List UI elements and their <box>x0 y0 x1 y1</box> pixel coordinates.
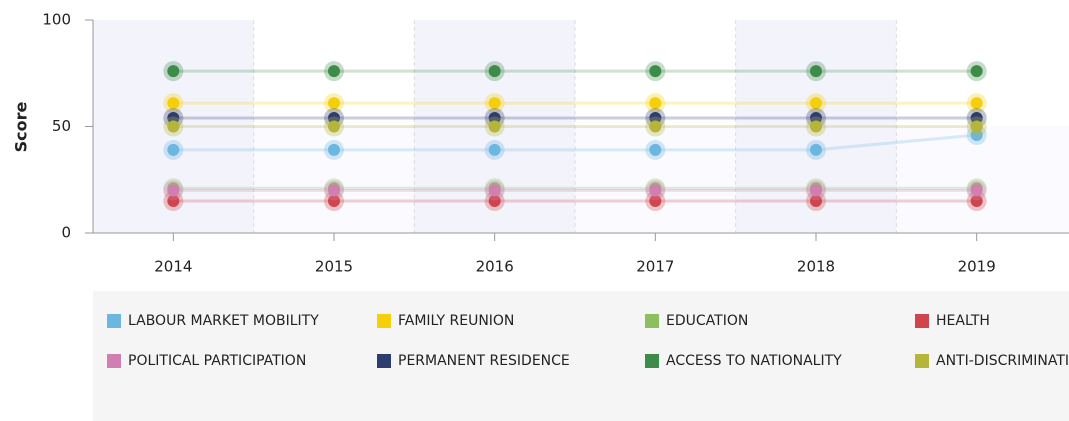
point <box>810 65 822 78</box>
point <box>167 195 180 208</box>
legend-swatch <box>915 354 929 368</box>
point <box>488 120 501 133</box>
legend-box <box>93 291 1069 421</box>
x-tick-label: 2014 <box>154 258 192 276</box>
point <box>167 111 180 124</box>
plot-lower-area <box>93 126 1069 233</box>
point <box>649 111 662 124</box>
legend-label: ANTI-DISCRIMINATION <box>936 353 1069 369</box>
legend-swatch <box>377 354 391 368</box>
point <box>328 143 340 156</box>
point <box>970 184 983 197</box>
legend-swatch <box>377 314 391 328</box>
point <box>810 195 822 208</box>
point <box>488 97 501 110</box>
x-tick-label: 2016 <box>476 258 514 276</box>
point <box>970 65 983 78</box>
series-line <box>173 133 977 152</box>
point <box>167 97 180 110</box>
point <box>488 184 501 197</box>
point <box>328 120 340 133</box>
point <box>167 65 180 78</box>
y-tick-label: 100 <box>42 11 71 29</box>
legend-label: LABOUR MARKET MOBILITY <box>128 313 319 329</box>
point <box>649 143 662 156</box>
point <box>649 184 662 197</box>
point <box>810 143 822 156</box>
y-axis-label: Score <box>12 101 31 152</box>
point <box>810 184 822 197</box>
point <box>328 111 340 124</box>
point <box>970 120 983 133</box>
x-tick-label: 2015 <box>315 258 353 276</box>
point <box>167 120 180 133</box>
legend-swatch <box>645 354 659 368</box>
x-tick-label: 2019 <box>958 258 996 276</box>
point <box>810 97 822 110</box>
point <box>970 195 983 208</box>
point <box>328 65 340 78</box>
y-tick-label: 50 <box>52 117 71 135</box>
legend-label: PERMANENT RESIDENCE <box>398 353 570 369</box>
legend-swatch <box>107 354 121 368</box>
point <box>328 97 340 110</box>
x-tick-label: 2017 <box>636 258 674 276</box>
point <box>970 97 983 110</box>
point <box>649 195 662 208</box>
point <box>328 195 340 208</box>
legend-label: ACCESS TO NATIONALITY <box>666 353 842 369</box>
point <box>167 143 180 156</box>
point <box>649 65 662 78</box>
legend-label: FAMILY REUNION <box>398 313 514 329</box>
legend-label: EDUCATION <box>666 313 748 329</box>
point <box>970 129 983 142</box>
point <box>488 65 501 78</box>
legend-label: HEALTH <box>936 313 990 329</box>
legend-swatch <box>915 314 929 328</box>
point <box>970 111 983 124</box>
point <box>488 195 501 208</box>
point <box>488 111 501 124</box>
point <box>167 184 180 197</box>
point <box>649 120 662 133</box>
point <box>810 120 822 133</box>
point <box>649 97 662 110</box>
legend-label: POLITICAL PARTICIPATION <box>128 353 306 369</box>
point <box>488 143 501 156</box>
legend-swatch <box>107 314 121 328</box>
point <box>328 184 340 197</box>
point <box>810 111 822 124</box>
legend-swatch <box>645 314 659 328</box>
x-tick-label: 2018 <box>797 258 835 276</box>
y-tick-label: 0 <box>61 224 71 242</box>
